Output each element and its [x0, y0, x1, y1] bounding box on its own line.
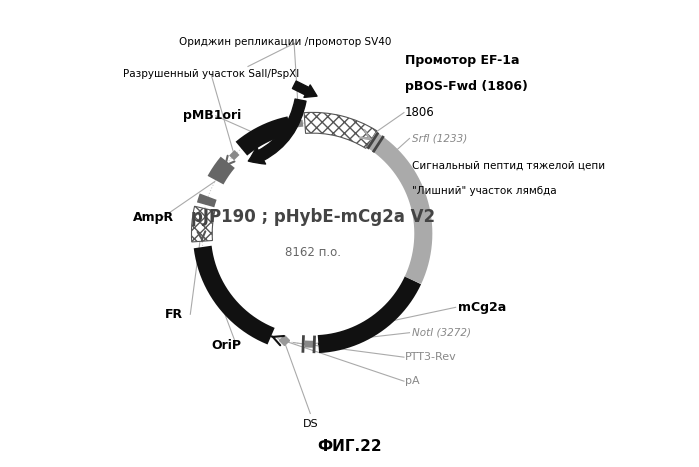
FancyArrowPatch shape: [292, 81, 317, 98]
Text: pBOS-Fwd (1806): pBOS-Fwd (1806): [405, 80, 528, 93]
Text: "Лишний" участок лямбда: "Лишний" участок лямбда: [412, 186, 556, 196]
Text: PTT3-Rev: PTT3-Rev: [405, 352, 456, 362]
Text: Промотор EF-1a: Промотор EF-1a: [405, 54, 519, 67]
Text: FR: FR: [165, 308, 183, 321]
Text: Ориджин репликации /промотор SV40: Ориджин репликации /промотор SV40: [179, 37, 391, 47]
Text: NotI (3272): NotI (3272): [412, 328, 471, 338]
Text: pMB1ori: pMB1ori: [183, 109, 242, 122]
Text: OriP: OriP: [211, 339, 241, 352]
Wedge shape: [192, 206, 215, 242]
Text: mCg2a: mCg2a: [458, 301, 506, 314]
Text: ФИГ.22: ФИГ.22: [317, 439, 382, 454]
Text: 1806: 1806: [405, 106, 435, 119]
Text: DS: DS: [303, 418, 318, 429]
Text: Разрушенный участок SalI/PspXI: Разрушенный участок SalI/PspXI: [124, 69, 300, 79]
FancyArrowPatch shape: [248, 99, 306, 164]
Text: Сигнальный пептид тяжелой цепи: Сигнальный пептид тяжелой цепи: [412, 160, 605, 170]
Text: SrfI (1233): SrfI (1233): [412, 134, 467, 143]
Text: pA: pA: [405, 376, 419, 386]
Wedge shape: [304, 113, 377, 149]
Text: AmpR: AmpR: [133, 211, 174, 224]
Text: pJP190 ; pHybE-mCg2a V2: pJP190 ; pHybE-mCg2a V2: [191, 208, 435, 226]
Text: 8162 п.о.: 8162 п.о.: [284, 247, 340, 259]
